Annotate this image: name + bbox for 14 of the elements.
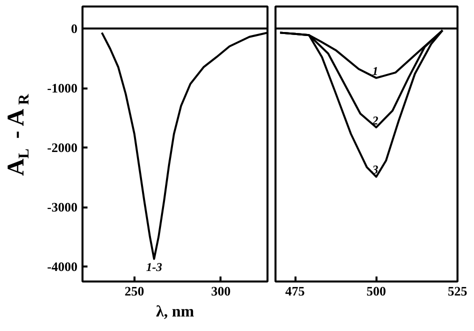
y-tick-label: 0 bbox=[71, 21, 78, 36]
x-tick-label: 500 bbox=[366, 284, 386, 298]
x-tick-label: 300 bbox=[211, 284, 231, 298]
x-tick-label: 250 bbox=[124, 284, 144, 298]
x-tick-label: 525 bbox=[448, 284, 468, 298]
y-tick-label: -1000 bbox=[47, 80, 78, 96]
y-tick-label: -2000 bbox=[47, 140, 78, 156]
x-axis-title: λ, nm bbox=[156, 304, 195, 320]
y-axis-title: AL - AR bbox=[4, 94, 32, 176]
y-tick-label: -3000 bbox=[47, 200, 78, 215]
series-label: 1-3 bbox=[146, 260, 162, 274]
x-tick-label: 475 bbox=[285, 284, 306, 298]
y-tick-label: -4000 bbox=[47, 259, 78, 274]
series-label: 1 bbox=[372, 64, 378, 78]
